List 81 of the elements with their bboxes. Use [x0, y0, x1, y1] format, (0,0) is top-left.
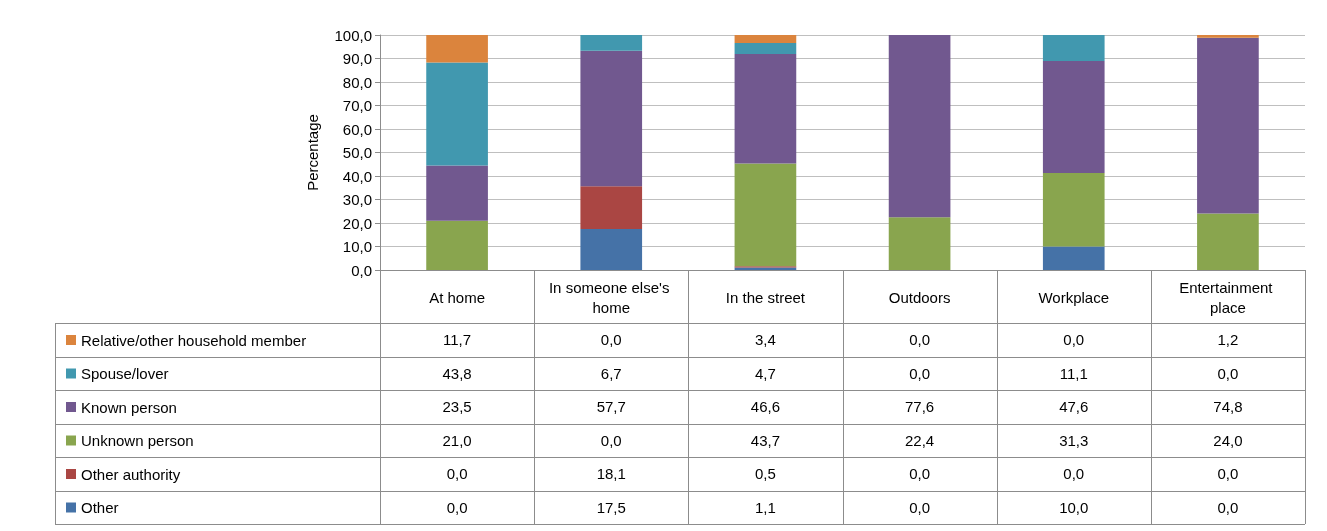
data-label: 10,0	[1058, 497, 1090, 518]
legend-label: Relative/other household member	[81, 331, 307, 349]
data-label: 0,5	[753, 464, 777, 484]
data-label: 24,0	[1212, 430, 1244, 451]
bar	[1042, 246, 1105, 270]
y-tick-label: 30,0	[342, 191, 372, 208]
data-label: 1,1	[753, 497, 777, 518]
bar	[426, 220, 488, 270]
data-label: 0,0	[908, 363, 931, 384]
bar	[734, 54, 797, 164]
data-label: 0,0	[908, 464, 931, 484]
data-label: 18,1	[595, 464, 627, 484]
x-tick-label: Entertainment place	[1179, 278, 1277, 316]
data-label: 0,0	[445, 464, 469, 484]
data-label: 0,0	[1062, 464, 1086, 484]
data-label: 17,5	[595, 497, 627, 518]
data-label: 21,0	[441, 430, 473, 451]
data-label: 0,0	[599, 430, 623, 451]
x-tick-label: Workplace	[1038, 288, 1110, 306]
data-label: 11,1	[1058, 363, 1089, 384]
legend-label: Other	[81, 499, 119, 516]
bar	[734, 35, 797, 43]
bar	[1197, 35, 1259, 38]
legend-label: Other authority	[81, 465, 181, 483]
legend-label: Unknown person	[81, 432, 194, 449]
data-label: 0,0	[1216, 464, 1240, 484]
bar	[580, 35, 643, 51]
x-tick-label: At home	[429, 288, 486, 306]
data-label: 22,4	[903, 430, 936, 451]
data-label: 0,0	[1216, 497, 1240, 518]
y-tick-label: 40,0	[342, 167, 372, 185]
bar	[426, 35, 488, 63]
data-label: 0,0	[1216, 363, 1240, 384]
data-label: 0,0	[908, 330, 931, 350]
bar	[888, 217, 951, 270]
x-tick-label: Outdoors	[888, 288, 951, 306]
bar	[734, 42, 797, 55]
data-label: 23,5	[441, 397, 473, 417]
bar	[1042, 35, 1105, 62]
y-tick-label: 100,0	[334, 26, 372, 44]
data-label: 0,0	[908, 497, 931, 518]
y-tick-label: 80,0	[342, 73, 372, 91]
bar	[580, 228, 643, 270]
bar	[1042, 172, 1105, 247]
bar	[426, 62, 488, 166]
y-tick-label: 70,0	[342, 97, 372, 114]
y-tick-label: 50,0	[342, 144, 372, 161]
bar	[1042, 61, 1105, 173]
data-label: 43,8	[441, 363, 473, 384]
data-label: 57,7	[595, 397, 627, 417]
legend-label: Spouse/lover	[81, 365, 169, 382]
bar	[1197, 213, 1259, 270]
data-label: 4,7	[753, 363, 777, 384]
y-tick-label: 90,0	[342, 50, 372, 67]
data-label: 74,8	[1212, 397, 1244, 417]
data-label: 0,0	[445, 497, 469, 518]
y-axis-title: Percentage	[304, 114, 321, 191]
bar	[888, 35, 951, 218]
x-tick-label: In someone else's home	[548, 278, 674, 316]
y-tick-label: 0,0	[351, 261, 372, 279]
data-label: 0,0	[599, 330, 623, 350]
data-label: 43,7	[749, 430, 781, 451]
data-label: 47,6	[1058, 397, 1090, 417]
data-label: 0,0	[1062, 330, 1086, 350]
bar	[426, 165, 488, 221]
y-tick-label: 10,0	[342, 238, 372, 255]
data-label: 6,7	[599, 363, 623, 384]
data-label: 77,6	[903, 397, 936, 417]
bar	[580, 50, 643, 187]
bar	[734, 163, 797, 267]
bar	[580, 186, 643, 229]
y-tick-label: 20,0	[342, 214, 372, 232]
y-tick-label: 60,0	[342, 120, 372, 138]
data-label: 46,6	[749, 397, 781, 417]
data-label: 1,2	[1216, 330, 1240, 350]
legend-label: Known person	[81, 398, 177, 416]
data-label: 11,7	[442, 330, 473, 350]
bar	[1197, 37, 1259, 214]
data-label: 31,3	[1058, 430, 1090, 451]
x-tick-label: In the street	[725, 288, 806, 306]
data-label: 3,4	[753, 330, 777, 350]
